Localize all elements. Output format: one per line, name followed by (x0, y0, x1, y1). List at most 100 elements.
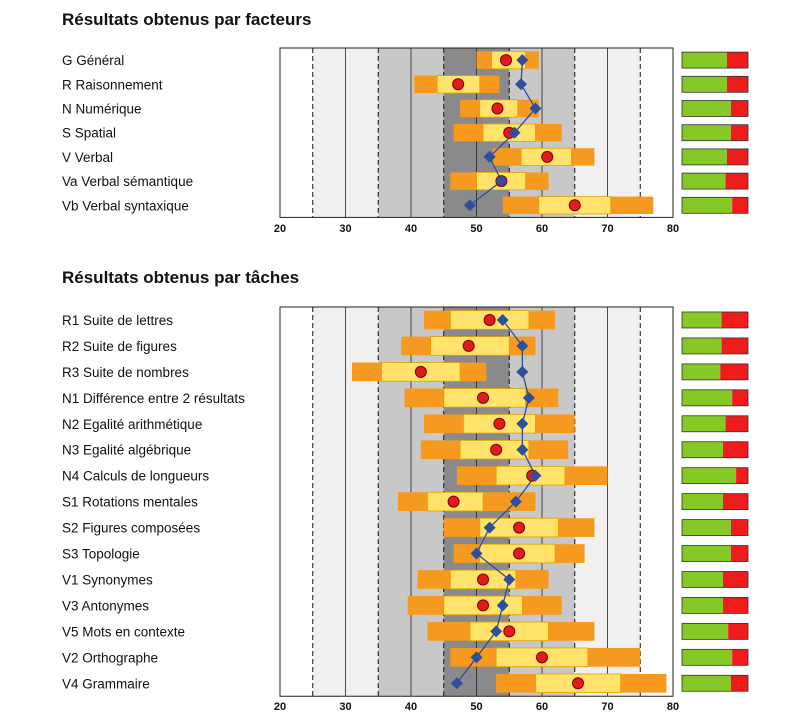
reference-diamond (516, 417, 529, 430)
proportion-bar-green (682, 675, 731, 692)
proportion-bar-green (682, 124, 731, 141)
x-tick-label: 30 (339, 223, 351, 235)
reference-diamond (470, 547, 483, 560)
proportion-bar-green (682, 148, 727, 165)
proportion-bar-frame (681, 545, 749, 562)
proportion-bar-red (730, 124, 748, 141)
proportion-bar-green (682, 100, 731, 117)
score-circle (513, 547, 526, 560)
score-circle (499, 54, 512, 67)
proportion-bar-green (682, 311, 722, 328)
proportion-bar-green (682, 519, 731, 536)
row-label: S1 Rotations mentales (62, 495, 198, 510)
proportion-bar-frame (681, 124, 749, 142)
row-label: V1 Synonymes (62, 572, 153, 587)
proportion-bar-frame (681, 467, 749, 485)
reference-diamond (508, 126, 521, 139)
score-circle (483, 313, 496, 326)
row-label: N Numérique (62, 102, 142, 117)
proportion-bar-red (722, 571, 748, 588)
row-label: V4 Grammaire (62, 676, 150, 691)
proportion-bar-red (732, 197, 748, 214)
proportion-bar-red (730, 519, 748, 536)
score-circle (503, 625, 516, 638)
reference-diamond (483, 521, 496, 534)
proportion-bar-red (722, 597, 748, 614)
score-circle (493, 417, 506, 430)
reference-diamond (496, 599, 509, 612)
reference-diamond (516, 54, 529, 67)
proportion-bar-green (682, 52, 727, 69)
proportion-bar-red (721, 311, 748, 328)
proportion-bar-frame (681, 51, 749, 69)
proportion-bar-frame (681, 389, 749, 407)
proportion-bar-frame (681, 75, 749, 93)
proportion-bar-red (730, 100, 748, 117)
x-tick-label: 30 (339, 701, 351, 713)
reference-diamond (470, 651, 483, 664)
proportion-bar-green (682, 467, 737, 484)
reference-diamond (450, 677, 463, 690)
zone-band (640, 48, 673, 218)
proportion-bar-frame (681, 196, 749, 214)
proportion-bar-green (682, 197, 733, 214)
zone-band (280, 48, 313, 218)
proportion-bar-green (682, 76, 727, 93)
reference-diamond (509, 495, 522, 508)
proportion-bar-frame (681, 337, 749, 355)
proportion-bar-frame (681, 311, 749, 329)
proportion-bar-red (725, 415, 748, 432)
proportion-bar-frame (681, 441, 749, 459)
proportion-bar-green (682, 415, 726, 432)
x-tick-label: 50 (470, 701, 482, 713)
proportion-bar-frame (681, 415, 749, 433)
proportion-bar-frame (681, 648, 749, 666)
proportion-bar-green (682, 493, 723, 510)
row-label: N3 Egalité algébrique (62, 443, 191, 458)
score-circle (452, 78, 465, 91)
plot-frame (279, 306, 674, 697)
proportion-bar-frame (681, 622, 749, 640)
factors-section-title: Résultats obtenus par facteurs (62, 10, 311, 29)
x-tick-label: 60 (536, 223, 548, 235)
row-label: V Verbal (62, 150, 113, 165)
proportion-bar-frame (681, 493, 749, 511)
score-circle (490, 443, 503, 456)
row-label: R3 Suite de nombres (62, 365, 189, 380)
x-tick-label: 60 (536, 701, 548, 713)
x-tick-label: 20 (274, 223, 286, 235)
row-label: V2 Orthographe (62, 650, 158, 665)
reference-diamond (516, 365, 529, 378)
proportion-bar-green (682, 597, 723, 614)
proportion-bar-red (720, 363, 748, 380)
x-tick-label: 80 (667, 701, 679, 713)
reference-diamond (463, 199, 476, 212)
reference-diamond (495, 175, 508, 188)
proportion-bar-frame (681, 571, 749, 588)
proportion-bar-frame (681, 519, 749, 536)
proportion-bar-red (722, 493, 748, 510)
proportion-bar-green (682, 389, 733, 406)
x-tick-label: 40 (405, 223, 417, 235)
proportion-bar-green (682, 623, 729, 640)
reference-diamond (516, 339, 529, 352)
score-circle (462, 339, 475, 352)
x-tick-label: 20 (274, 701, 286, 713)
proportion-bar-red (722, 441, 748, 458)
score-circle (513, 521, 526, 534)
proportion-bar-green (682, 545, 731, 562)
score-circle (414, 365, 427, 378)
row-label: N4 Calculs de longueurs (62, 469, 209, 484)
zone-band (640, 307, 673, 697)
plot-frame (279, 47, 674, 218)
score-circle (536, 651, 548, 664)
row-label: G Général (62, 53, 124, 68)
reference-diamond (496, 313, 509, 326)
reference-diamond (515, 78, 528, 91)
proportion-bar-frame (681, 597, 749, 614)
proportion-bar-red (728, 623, 748, 640)
reference-diamond (529, 102, 542, 115)
proportion-bar-frame (681, 172, 749, 190)
score-circle (568, 199, 581, 212)
